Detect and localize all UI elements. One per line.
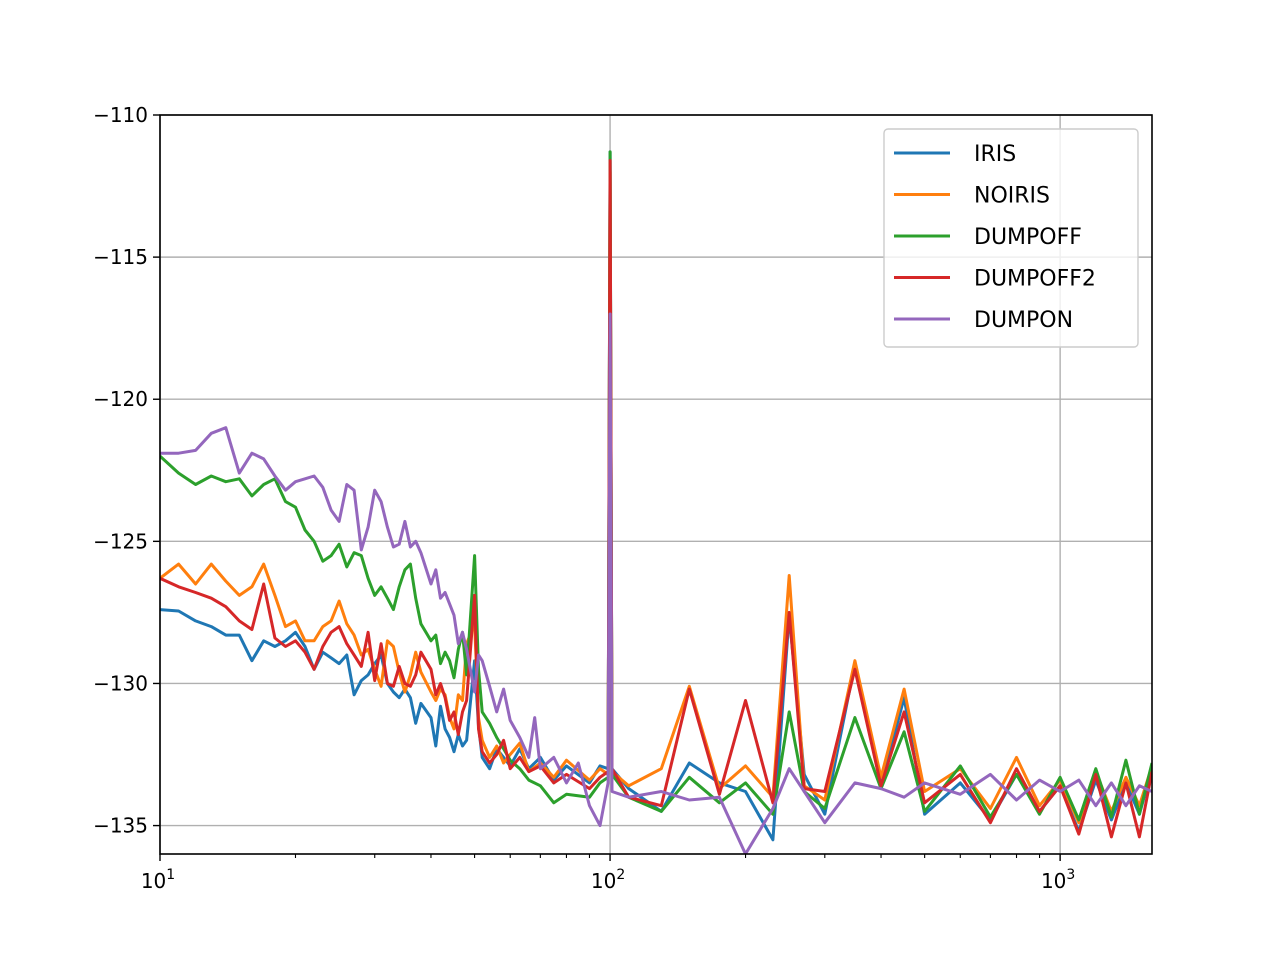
series-line-dumpoff2	[160, 159, 1152, 839]
y-tick-label: −120	[93, 387, 148, 411]
legend-label: DUMPOFF2	[974, 267, 1096, 292]
legend-box	[883, 128, 1139, 348]
y-tick-label: −110	[93, 103, 148, 127]
legend-label: NOIRIS	[974, 184, 1050, 209]
y-tick-label: −115	[93, 245, 148, 269]
legend-label: DUMPOFF	[974, 225, 1082, 250]
plot-frame	[159, 114, 1153, 855]
legend-label: DUMPON	[974, 308, 1073, 333]
legend: IRIS NOIRIS DUMPOFF DUMPOFF2 DUMPON	[883, 128, 1139, 348]
y-tick-label: −135	[93, 814, 148, 838]
legend-label: IRIS	[974, 142, 1016, 167]
y-tick-label: −125	[93, 529, 148, 553]
series-lines	[160, 150, 1152, 854]
y-tick-label: −130	[93, 671, 148, 695]
series-line-dumpon	[160, 312, 1152, 854]
